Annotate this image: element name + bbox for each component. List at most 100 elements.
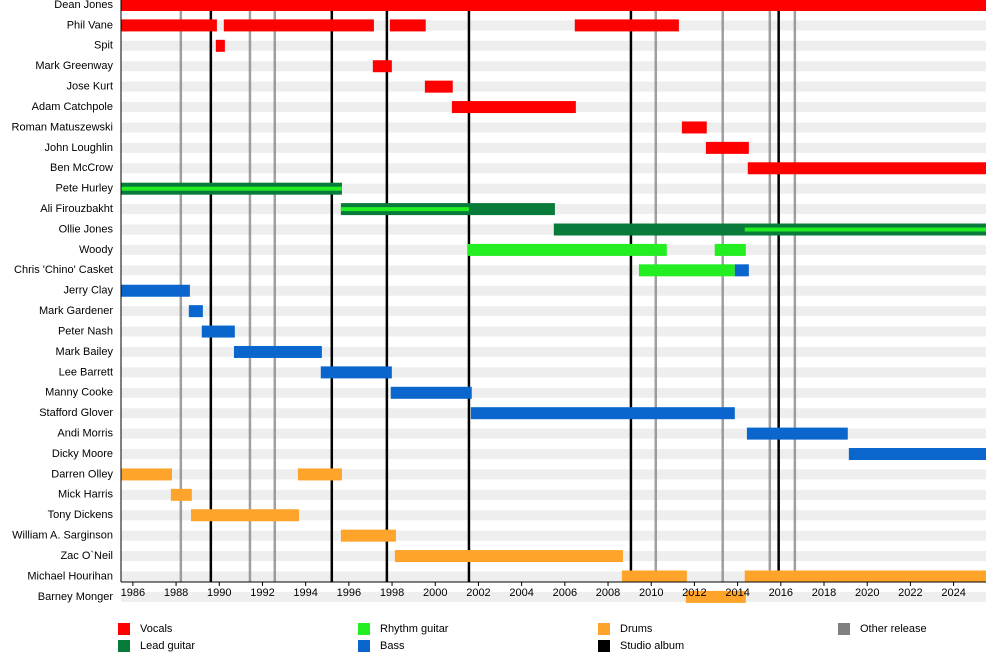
member-bar xyxy=(121,284,190,297)
member-label: Mark Bailey xyxy=(56,346,114,358)
x-tick-label: 2014 xyxy=(725,587,749,599)
member-bar xyxy=(389,19,426,32)
member-bar xyxy=(848,448,986,461)
member-bar xyxy=(372,60,392,73)
member-bar xyxy=(638,264,735,277)
member-bar xyxy=(340,207,469,212)
member-bar xyxy=(621,570,687,583)
legend-swatch xyxy=(838,623,850,635)
member-bar xyxy=(223,19,374,32)
row-stripe xyxy=(121,428,986,439)
member-bar xyxy=(190,509,299,522)
member-label: Barney Monger xyxy=(38,591,114,603)
row-stripe xyxy=(121,367,986,378)
row-stripe xyxy=(121,122,986,133)
row-stripe xyxy=(121,224,986,235)
member-label: Ollie Jones xyxy=(59,223,114,235)
member-label: Ben McCrow xyxy=(50,162,113,174)
row-stripe xyxy=(121,571,986,582)
member-bar xyxy=(215,39,225,52)
member-bar xyxy=(705,141,749,154)
member-bar xyxy=(320,366,392,379)
member-bar xyxy=(340,529,396,542)
x-tick-label: 1996 xyxy=(337,587,361,599)
row-stripe xyxy=(121,183,986,194)
member-bar xyxy=(121,186,342,191)
row-stripe xyxy=(121,306,986,317)
x-tick-label: 1990 xyxy=(207,587,231,599)
member-bar xyxy=(121,0,986,11)
row-stripe xyxy=(121,81,986,92)
legend-label: Studio album xyxy=(620,640,684,652)
member-bar xyxy=(574,19,679,32)
row-stripe xyxy=(121,469,986,480)
member-bar xyxy=(201,325,235,338)
member-label: Mick Harris xyxy=(58,489,113,501)
x-tick-label: 1992 xyxy=(250,587,274,599)
member-label: John Loughlin xyxy=(44,142,113,154)
row-stripe xyxy=(121,40,986,51)
legend-swatch xyxy=(118,640,130,652)
row-stripe xyxy=(121,591,986,602)
member-bar xyxy=(188,305,203,318)
legend-label: Other release xyxy=(860,623,927,635)
member-label: Michael Hourihan xyxy=(27,570,113,582)
row-stripe xyxy=(121,489,986,500)
member-label: Jerry Clay xyxy=(63,285,113,297)
member-label: Jose Kurt xyxy=(67,81,113,93)
legend-label: Lead guitar xyxy=(140,640,195,652)
row-stripe xyxy=(121,61,986,72)
member-bar xyxy=(714,243,746,256)
member-label: Zac O`Neil xyxy=(60,550,113,562)
member-label: Darren Olley xyxy=(51,468,113,480)
row-stripe xyxy=(121,346,986,357)
member-label: Peter Nash xyxy=(58,325,113,337)
x-tick-label: 2018 xyxy=(812,587,836,599)
legend-label: Vocals xyxy=(140,623,173,635)
member-label: Mark Gardener xyxy=(39,305,113,317)
member-bar xyxy=(233,345,322,358)
member-bar xyxy=(685,590,746,603)
member-bar xyxy=(297,468,342,481)
row-stripe xyxy=(121,142,986,153)
x-tick-label: 1988 xyxy=(164,587,188,599)
member-bar xyxy=(170,488,192,501)
row-stripe xyxy=(121,20,986,31)
legend-label: Rhythm guitar xyxy=(380,623,449,635)
member-bar xyxy=(467,243,667,256)
member-label: Stafford Glover xyxy=(39,407,113,419)
row-stripe xyxy=(121,265,986,276)
row-stripe xyxy=(121,510,986,521)
x-tick-label: 2010 xyxy=(639,587,663,599)
member-bar xyxy=(746,427,848,440)
row-stripe xyxy=(121,387,986,398)
row-stripe xyxy=(121,449,986,460)
x-tick-label: 1986 xyxy=(121,587,145,599)
member-bar xyxy=(451,101,576,114)
legend-label: Bass xyxy=(380,640,405,652)
x-tick-label: 2000 xyxy=(423,587,447,599)
member-label: Ali Firouzbakht xyxy=(40,203,113,215)
member-bar xyxy=(424,80,453,93)
x-tick-label: 2004 xyxy=(509,587,533,599)
legend-swatch xyxy=(598,640,610,652)
member-label: Adam Catchpole xyxy=(32,101,113,113)
legend-swatch xyxy=(358,640,370,652)
member-label: Mark Greenway xyxy=(35,60,113,72)
row-stripe xyxy=(121,530,986,541)
legend-swatch xyxy=(358,623,370,635)
x-tick-label: 2008 xyxy=(596,587,620,599)
member-label: Pete Hurley xyxy=(56,183,114,195)
member-bar xyxy=(390,386,472,399)
x-tick-label: 1994 xyxy=(293,587,317,599)
member-bar xyxy=(121,19,217,32)
member-label: Phil Vane xyxy=(67,19,113,31)
member-bar xyxy=(470,407,735,420)
x-tick-label: 2016 xyxy=(769,587,793,599)
x-tick-label: 2002 xyxy=(466,587,490,599)
member-label: William A. Sarginson xyxy=(12,530,113,542)
member-label: Dean Jones xyxy=(54,0,113,11)
x-tick-label: 2006 xyxy=(553,587,577,599)
member-bar xyxy=(681,121,707,134)
